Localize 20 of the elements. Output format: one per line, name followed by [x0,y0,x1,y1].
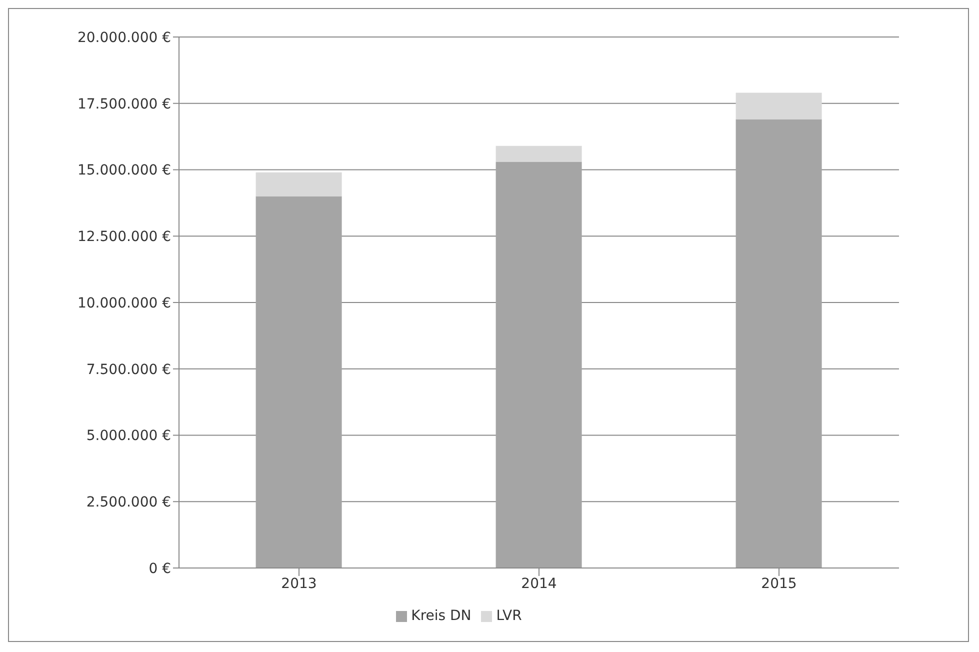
x-tick-label: 2015 [761,576,797,592]
x-tick-label: 2014 [521,576,557,592]
y-tick-label: 12.500.000 € [77,229,171,246]
bar [496,146,582,162]
y-tick-label: 10.000.000 € [77,295,171,312]
bar [256,172,342,196]
x-tick-label: 2013 [281,576,317,592]
y-tick-label: 0 € [148,560,171,577]
bar [736,92,822,120]
y-tick-label: 20.000.000 € [77,30,171,46]
bar [496,162,582,568]
y-tick-label: 7.500.000 € [86,362,171,378]
y-tick-label: 15.000.000 € [77,162,171,179]
y-tick-label: 17.500.000 € [77,96,171,112]
legend-label: LVR [496,608,522,624]
y-tick-label: 2.500.000 € [86,494,171,511]
y-tick-label: 5.000.000 € [86,428,171,444]
legend-label: Kreis DN [411,608,472,624]
bar [256,196,342,568]
bar [736,119,822,568]
